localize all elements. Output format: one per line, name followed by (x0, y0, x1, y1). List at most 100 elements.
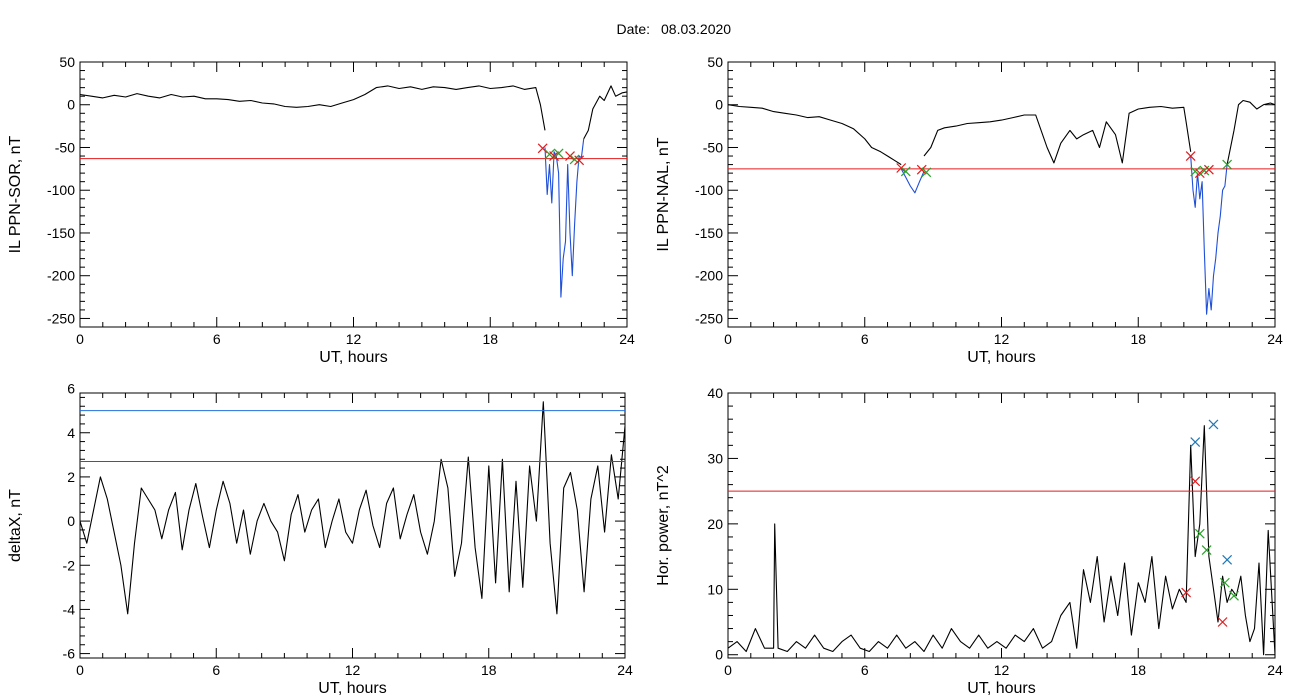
x-marker (921, 167, 932, 178)
x-marker (1181, 587, 1192, 598)
y-tick-label: -100 (695, 182, 723, 198)
x-marker (1185, 151, 1196, 161)
x-marker-stroke (916, 164, 927, 175)
x-marker-stroke (1222, 159, 1233, 170)
y-tick-label: -200 (47, 268, 75, 284)
y-tick-label: -4 (63, 601, 76, 617)
x-marker (1190, 476, 1201, 487)
plot-area (728, 99, 1275, 315)
y-tick-label: 0 (67, 97, 75, 113)
x-marker (1229, 590, 1239, 601)
y-tick-label: 0 (715, 647, 723, 663)
x-marker (1208, 419, 1219, 430)
x-tick-label: 6 (861, 331, 869, 347)
x-axis-title: UT, hours (319, 349, 387, 366)
y-tick-label: -250 (47, 310, 75, 326)
x-tick-label: 6 (213, 331, 221, 347)
x-tick-label: 0 (76, 662, 84, 678)
plot-area (80, 401, 625, 615)
x-marker-stroke (1190, 166, 1201, 177)
x-marker-stroke (1203, 164, 1214, 175)
x-tick-label: 24 (1267, 331, 1283, 347)
x-marker-stroke (921, 167, 932, 178)
x-tick-label: 12 (345, 662, 361, 678)
panel-il-ppn-sor: 0 6 12 18 24 50 0 -50 -100 -150 -200 -250 UT, hours I… (7, 54, 635, 366)
y-tick-label: 50 (59, 54, 75, 70)
plot-area (728, 419, 1275, 656)
y-tick-label: 20 (707, 516, 723, 532)
x-marker-stroke (1194, 168, 1205, 179)
y-tick-label: -6 (63, 646, 76, 662)
y-tick-label: -100 (47, 182, 75, 198)
y-axis-title: IL PPN-SOR, nT (7, 135, 24, 253)
y-tick-label: -250 (695, 310, 723, 326)
x-tick-label: 12 (994, 331, 1010, 347)
x-tick-label: 0 (76, 331, 84, 347)
x-marker (1203, 164, 1214, 175)
x-marker (1219, 577, 1230, 588)
x-marker-stroke (537, 143, 548, 154)
x-tick-label: 24 (1267, 662, 1283, 678)
y-tick-label: -150 (47, 225, 75, 241)
y-tick-label: -200 (695, 268, 723, 284)
y-tick-label: -150 (695, 225, 723, 241)
x-marker-stroke (574, 155, 585, 166)
x-marker-stroke (1222, 554, 1233, 565)
panel-il-ppn-nal: 0 6 12 18 24 50 0 -50 -100 -150 -200 -250 UT, hours I… (655, 54, 1283, 366)
x-marker-stroke (1181, 587, 1192, 598)
x-marker (549, 151, 559, 161)
x-axis-title: UT, hours (967, 349, 1035, 366)
series-line-2 (544, 138, 585, 298)
y-tick-label: 30 (707, 450, 723, 466)
x-marker-stroke (1229, 590, 1239, 601)
x-tick-label: 12 (994, 662, 1010, 678)
x-tick-label: 18 (481, 662, 497, 678)
panel-hor-power: 0 6 12 18 24 40 30 20 10 0 UT, hours Hor. power, nT… (655, 385, 1283, 697)
x-marker-stroke (1190, 437, 1201, 447)
x-tick-label: 12 (346, 331, 362, 347)
x-tick-label: 0 (724, 331, 732, 347)
x-tick-label: 6 (861, 662, 869, 678)
plot-frame (79, 61, 628, 328)
x-tick-label: 18 (1130, 662, 1146, 678)
plot-frame (727, 61, 1276, 328)
series-line-3 (900, 168, 925, 194)
x-marker (1194, 168, 1205, 179)
x-marker (1201, 545, 1212, 555)
figure-title-label: Date: (617, 21, 650, 37)
x-marker-stroke (565, 151, 575, 161)
x-axis-title: UT, hours (967, 680, 1035, 697)
x-marker-stroke (1185, 151, 1196, 161)
x-marker-stroke (1201, 545, 1212, 555)
y-tick-label: 6 (67, 381, 75, 397)
series-line-2 (1226, 99, 1275, 165)
x-marker (1190, 437, 1201, 447)
x-marker-stroke (553, 148, 564, 159)
plot-frame (727, 392, 1276, 659)
x-marker-stroke (1194, 528, 1205, 539)
x-marker-stroke (1190, 476, 1201, 487)
y-tick-label: 50 (707, 54, 723, 70)
series-line-0 (728, 104, 902, 166)
x-marker-stroke (549, 151, 559, 161)
x-marker (1194, 528, 1205, 539)
x-marker-stroke (544, 149, 555, 160)
y-tick-label: 0 (715, 97, 723, 113)
y-axis-title: Hor. power, nT^2 (655, 465, 672, 586)
y-axis-title: deltaX, nT (7, 489, 24, 562)
plot-area (80, 85, 627, 298)
x-marker (1222, 554, 1233, 565)
x-axis-title: UT, hours (318, 680, 386, 697)
series-line-4 (1190, 155, 1228, 315)
x-marker (553, 148, 564, 159)
x-tick-label: 6 (212, 662, 220, 678)
x-marker-stroke (1208, 419, 1219, 430)
x-marker-stroke (1217, 617, 1228, 627)
x-tick-label: 24 (617, 662, 633, 678)
x-marker-stroke (896, 163, 907, 173)
series-line-0 (728, 425, 1275, 656)
figure-title-date: 08.03.2020 (661, 21, 731, 37)
x-marker-stroke (900, 166, 911, 177)
panel-deltax: 0 6 12 18 24 6 4 2 0 -2 -4 -6 UT, hours deltaX, nT (7, 381, 633, 697)
